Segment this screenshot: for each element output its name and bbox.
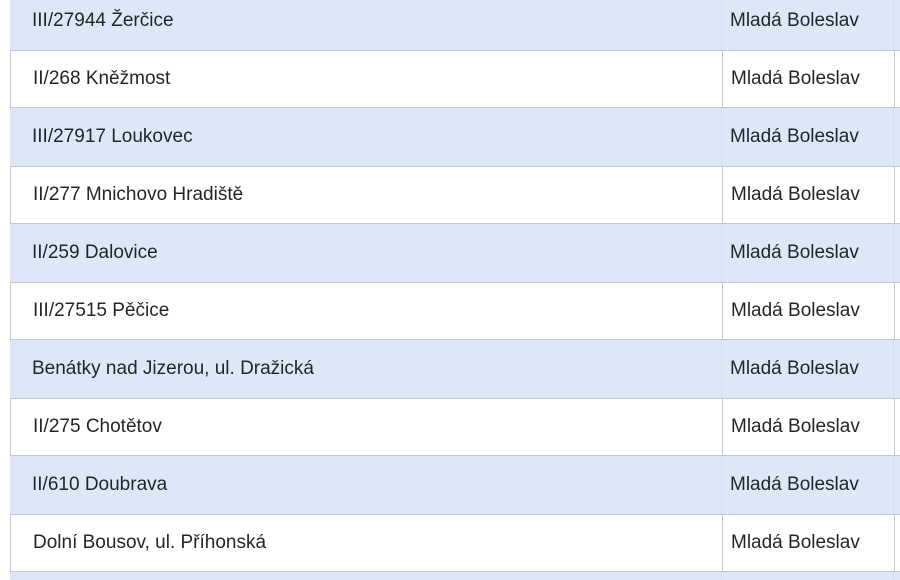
location-text: Dolní Bousov, ul. Příhonská — [33, 532, 267, 553]
location-cell: II/277 Mnichovo Hradiště — [11, 167, 723, 223]
extra-cell-cutoff — [894, 456, 900, 514]
district-text: Mladá Boleslav — [730, 242, 859, 263]
location-cell: Benátky nad Jizerou, ul. Dražická — [10, 340, 722, 398]
extra-cell-cutoff — [894, 0, 900, 50]
district-cell: Mladá Boleslav — [722, 456, 894, 514]
table-row[interactable]: II/268 Kněžmost Mladá Boleslav — [10, 50, 900, 108]
table-row[interactable]: III/27917 Loukovec Mladá Boleslav — [10, 108, 900, 166]
location-text: II/277 Mnichovo Hradiště — [33, 184, 244, 205]
table-row[interactable]: Dolní Bousov, ul. Příhonská Mladá Bolesl… — [10, 514, 900, 572]
extra-cell-cutoff — [894, 108, 900, 166]
district-text: Mladá Boleslav — [730, 474, 859, 495]
extra-cell-cutoff — [895, 399, 900, 455]
table-row[interactable]: II/277 Mnichovo Hradiště Mladá Boleslav — [10, 166, 900, 224]
table-row-partial[interactable] — [10, 572, 900, 580]
table-row[interactable]: II/275 Chotětov Mladá Boleslav — [10, 398, 900, 456]
location-cell: II/275 Chotětov — [11, 399, 723, 455]
table-row[interactable]: Benátky nad Jizerou, ul. Dražická Mladá … — [10, 340, 900, 398]
district-text: Mladá Boleslav — [730, 10, 859, 31]
location-text: Benátky nad Jizerou, ul. Dražická — [32, 358, 314, 379]
district-cell: Mladá Boleslav — [722, 0, 894, 50]
table-row[interactable]: II/259 Dalovice Mladá Boleslav — [10, 224, 900, 282]
extra-cell-cutoff — [895, 51, 900, 107]
extra-cell-cutoff — [895, 283, 900, 339]
location-text: II/259 Dalovice — [32, 242, 158, 263]
district-cell: Mladá Boleslav — [722, 224, 894, 282]
location-text: III/27944 Žerčice — [32, 10, 174, 31]
road-table: III/27944 Žerčice Mladá Boleslav II/268 … — [10, 0, 900, 580]
location-cell: III/27917 Loukovec — [10, 108, 722, 166]
extra-cell-cutoff — [894, 340, 900, 398]
location-cell — [10, 572, 722, 580]
location-cell: II/259 Dalovice — [10, 224, 722, 282]
district-text: Mladá Boleslav — [730, 358, 859, 379]
district-cell: Mladá Boleslav — [722, 108, 894, 166]
location-text: II/610 Doubrava — [32, 474, 168, 495]
location-text: III/27917 Loukovec — [32, 126, 193, 147]
extra-cell-cutoff — [895, 167, 900, 223]
extra-cell-cutoff — [895, 515, 900, 571]
location-cell: III/27944 Žerčice — [10, 0, 722, 50]
table-row[interactable]: III/27515 Pěčice Mladá Boleslav — [10, 282, 900, 340]
location-text: II/275 Chotětov — [33, 416, 162, 437]
district-cell: Mladá Boleslav — [723, 399, 895, 455]
district-text: Mladá Boleslav — [731, 184, 860, 205]
district-text: Mladá Boleslav — [731, 416, 860, 437]
extra-cell-cutoff — [894, 572, 900, 580]
location-cell: Dolní Bousov, ul. Příhonská — [11, 515, 723, 571]
district-text: Mladá Boleslav — [731, 300, 860, 321]
district-text: Mladá Boleslav — [731, 532, 860, 553]
table-rows: III/27944 Žerčice Mladá Boleslav II/268 … — [10, 0, 900, 572]
district-cell: Mladá Boleslav — [723, 51, 895, 107]
district-cell: Mladá Boleslav — [723, 167, 895, 223]
location-cell: II/610 Doubrava — [10, 456, 722, 514]
district-cell — [722, 572, 894, 580]
extra-cell-cutoff — [894, 224, 900, 282]
location-cell: III/27515 Pěčice — [11, 283, 723, 339]
district-cell: Mladá Boleslav — [722, 340, 894, 398]
table-row[interactable]: II/610 Doubrava Mladá Boleslav — [10, 456, 900, 514]
district-text: Mladá Boleslav — [730, 126, 859, 147]
table-row[interactable]: III/27944 Žerčice Mladá Boleslav — [10, 0, 900, 50]
district-cell: Mladá Boleslav — [723, 515, 895, 571]
location-cell: II/268 Kněžmost — [11, 51, 723, 107]
district-text: Mladá Boleslav — [731, 68, 860, 89]
location-text: III/27515 Pěčice — [33, 300, 170, 321]
district-cell: Mladá Boleslav — [723, 283, 895, 339]
location-text: II/268 Kněžmost — [33, 68, 171, 89]
